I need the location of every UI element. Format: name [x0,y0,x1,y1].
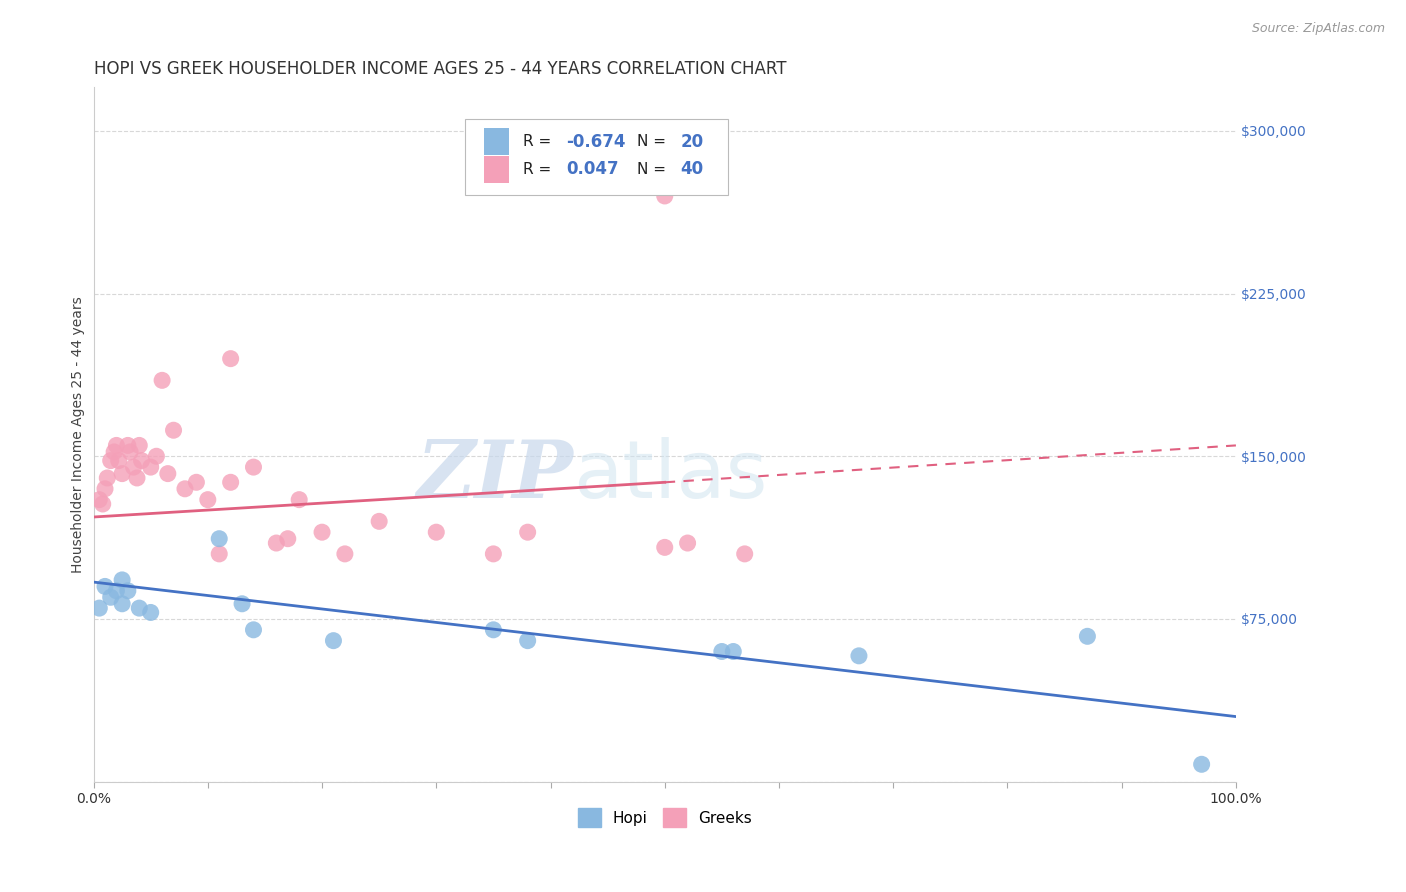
Point [242,460,264,475]
Point [105,438,128,452]
Point [482,623,505,637]
Point [94,482,117,496]
Point [1076,629,1098,643]
Text: R =: R = [523,134,557,149]
Point [162,423,184,437]
FancyBboxPatch shape [465,119,727,195]
Point [89,601,111,615]
Point [125,471,148,485]
Point [322,633,344,648]
Y-axis label: Householder Income Ages 25 - 44 years: Householder Income Ages 25 - 44 years [72,296,86,573]
Point [122,460,145,475]
Point [186,475,208,490]
Point [208,532,231,546]
Point [111,467,134,481]
Text: 20: 20 [681,133,704,151]
Point [482,547,505,561]
Point [94,579,117,593]
Point [105,583,128,598]
Point [100,591,122,605]
Point [654,189,676,203]
Point [117,583,139,598]
Point [277,532,299,546]
Point [128,601,150,615]
FancyBboxPatch shape [484,128,509,155]
Point [100,453,122,467]
Point [156,467,179,481]
Text: Source: ZipAtlas.com: Source: ZipAtlas.com [1251,22,1385,36]
Point [516,633,538,648]
Point [139,460,162,475]
Point [266,536,288,550]
Point [219,475,242,490]
Point [139,606,162,620]
Point [242,623,264,637]
Point [197,492,219,507]
Text: HOPI VS GREEK HOUSEHOLDER INCOME AGES 25 - 44 YEARS CORRELATION CHART: HOPI VS GREEK HOUSEHOLDER INCOME AGES 25… [94,60,786,78]
FancyBboxPatch shape [484,156,509,183]
Point [103,445,125,459]
Legend: Hopi, Greeks: Hopi, Greeks [571,802,758,833]
Text: 0.047: 0.047 [567,161,619,178]
Point [174,482,197,496]
Point [425,525,447,540]
Point [111,597,134,611]
Text: atlas: atlas [574,437,768,516]
Point [91,497,114,511]
Text: N =: N = [637,134,671,149]
Point [120,445,142,459]
Text: 40: 40 [681,161,704,178]
Point [150,373,173,387]
Point [96,471,118,485]
Point [128,438,150,452]
Point [117,438,139,452]
Point [288,492,311,507]
Point [1191,757,1213,772]
Text: ZIP: ZIP [416,437,574,515]
Point [89,492,111,507]
Point [848,648,870,663]
Point [710,644,733,658]
Point [131,453,153,467]
Text: N =: N = [637,162,671,177]
Text: -0.674: -0.674 [567,133,626,151]
Point [219,351,242,366]
Point [107,453,129,467]
Text: R =: R = [523,162,557,177]
Point [723,644,745,658]
Point [231,597,253,611]
Point [311,525,333,540]
Point [333,547,356,561]
Point [676,536,699,550]
Point [516,525,538,540]
Point [111,573,134,587]
Point [145,450,167,464]
Point [734,547,756,561]
Point [208,547,231,561]
Point [654,541,676,555]
Point [368,514,391,528]
